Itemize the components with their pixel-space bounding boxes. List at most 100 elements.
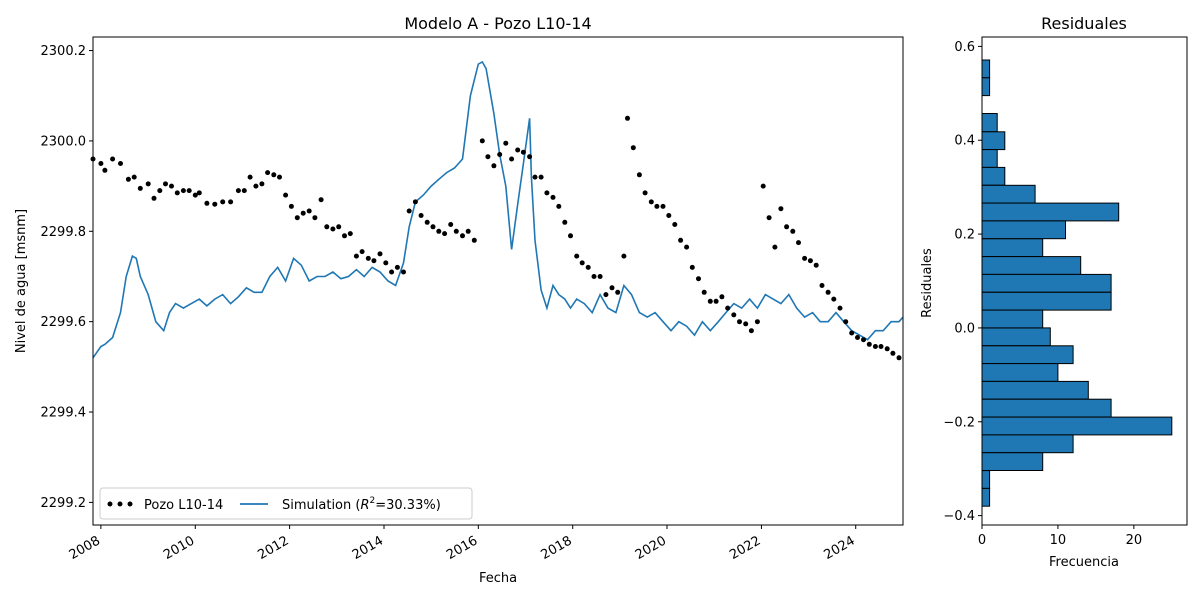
observed-point <box>503 140 509 146</box>
observed-point <box>265 170 271 176</box>
observed-point <box>485 154 491 160</box>
observed-point <box>743 321 749 327</box>
observed-point <box>550 194 556 200</box>
observed-point <box>568 233 573 239</box>
observed-point <box>866 341 872 347</box>
observed-point <box>819 283 825 288</box>
observed-point <box>235 188 241 194</box>
observed-point <box>678 237 684 243</box>
observed-point <box>719 294 725 300</box>
histogram-bar <box>981 238 1044 258</box>
histogram-bar <box>981 291 1112 311</box>
y-tick-label: 2299.6 <box>41 315 87 330</box>
observed-point <box>515 147 521 153</box>
histogram-x-label: Frecuencia <box>1049 555 1119 570</box>
observed-point <box>259 181 265 187</box>
observed-point <box>318 197 324 203</box>
observed-point <box>306 208 312 214</box>
observed-point <box>562 219 568 225</box>
y-tick-label: −0.2 <box>943 415 975 430</box>
observed-point <box>660 203 666 209</box>
timeseries-frame <box>92 36 904 526</box>
y-tick-label: −0.4 <box>943 509 975 524</box>
observed-point <box>609 285 615 291</box>
histogram-bar <box>981 59 991 79</box>
observed-point <box>684 244 690 250</box>
observed-point <box>383 260 389 266</box>
timeseries-title: Modelo A - Pozo L10-14 <box>404 14 591 33</box>
observed-point <box>330 226 336 232</box>
observed-point <box>460 233 465 239</box>
histogram-x-axis: 0 10 20 <box>978 525 1142 548</box>
histogram-bar <box>981 398 1112 418</box>
y-tick-label: 0.0 <box>954 321 975 336</box>
observed-point <box>878 344 884 349</box>
observed-point <box>180 188 186 194</box>
observed-point <box>479 138 485 144</box>
timeseries-x-label: Fecha <box>479 571 517 586</box>
observed-point <box>131 174 137 180</box>
observed-point <box>412 199 418 205</box>
observed-point <box>430 224 436 230</box>
y-tick-label: 0.2 <box>954 228 975 243</box>
histogram-frame <box>981 36 1188 526</box>
observed-point <box>855 335 860 340</box>
observed-point <box>707 298 713 304</box>
histogram-bar <box>981 273 1112 293</box>
legend-observed-marker <box>107 501 113 507</box>
observed-point <box>406 208 412 214</box>
observed-point <box>98 161 104 166</box>
observed-point <box>342 233 347 239</box>
observed-point <box>371 258 377 264</box>
legend-observed-marker <box>127 501 133 507</box>
observed-point <box>418 213 424 218</box>
histogram-bar <box>981 470 991 489</box>
observed-point <box>654 203 660 209</box>
observed-point <box>748 328 754 334</box>
observed-point <box>544 190 550 196</box>
observed-point <box>861 337 866 343</box>
observed-point <box>365 255 371 261</box>
legend-simulation-label: Simulation (R2=30.33%) <box>282 496 441 513</box>
observed-point <box>174 190 180 196</box>
observed-point <box>597 274 603 279</box>
observed-point <box>621 253 627 259</box>
observed-point <box>772 244 778 250</box>
observed-point <box>220 199 226 205</box>
observed-point <box>884 346 890 352</box>
histogram-bar <box>981 220 1066 240</box>
observed-point <box>253 183 259 189</box>
observed-point <box>731 312 737 318</box>
observed-point <box>837 305 843 311</box>
observed-point <box>283 192 289 198</box>
observed-point <box>157 188 163 194</box>
y-tick-label: 2299.4 <box>41 406 87 421</box>
observed-point <box>807 258 813 264</box>
y-tick-label: 2299.2 <box>41 496 87 511</box>
observed-point <box>241 188 247 194</box>
observed-point <box>754 319 760 325</box>
observed-point <box>642 190 648 196</box>
x-tick-label: 0 <box>978 533 986 548</box>
observed-point <box>538 174 544 180</box>
observed-point <box>520 149 526 155</box>
observed-point <box>125 176 131 182</box>
histogram-y-label: Residuales <box>920 248 935 318</box>
histogram-bar <box>981 77 991 97</box>
observed-point <box>843 319 849 325</box>
observed-point <box>163 181 168 187</box>
histogram-bar <box>981 487 991 507</box>
observed-point <box>196 190 202 196</box>
timeseries-y-axis: 2299.2 2299.4 2299.6 2299.8 2300.0 2300.2 <box>41 44 93 511</box>
observed-point <box>394 264 400 270</box>
observed-point <box>713 298 719 304</box>
observed-point <box>760 183 766 189</box>
histogram-bar <box>981 184 1036 204</box>
observed-point <box>137 185 143 191</box>
observed-point <box>151 195 157 201</box>
observed-point <box>110 156 116 162</box>
observed-point <box>802 255 808 261</box>
histogram-plot-area <box>981 59 1173 507</box>
observed-point <box>491 163 497 169</box>
